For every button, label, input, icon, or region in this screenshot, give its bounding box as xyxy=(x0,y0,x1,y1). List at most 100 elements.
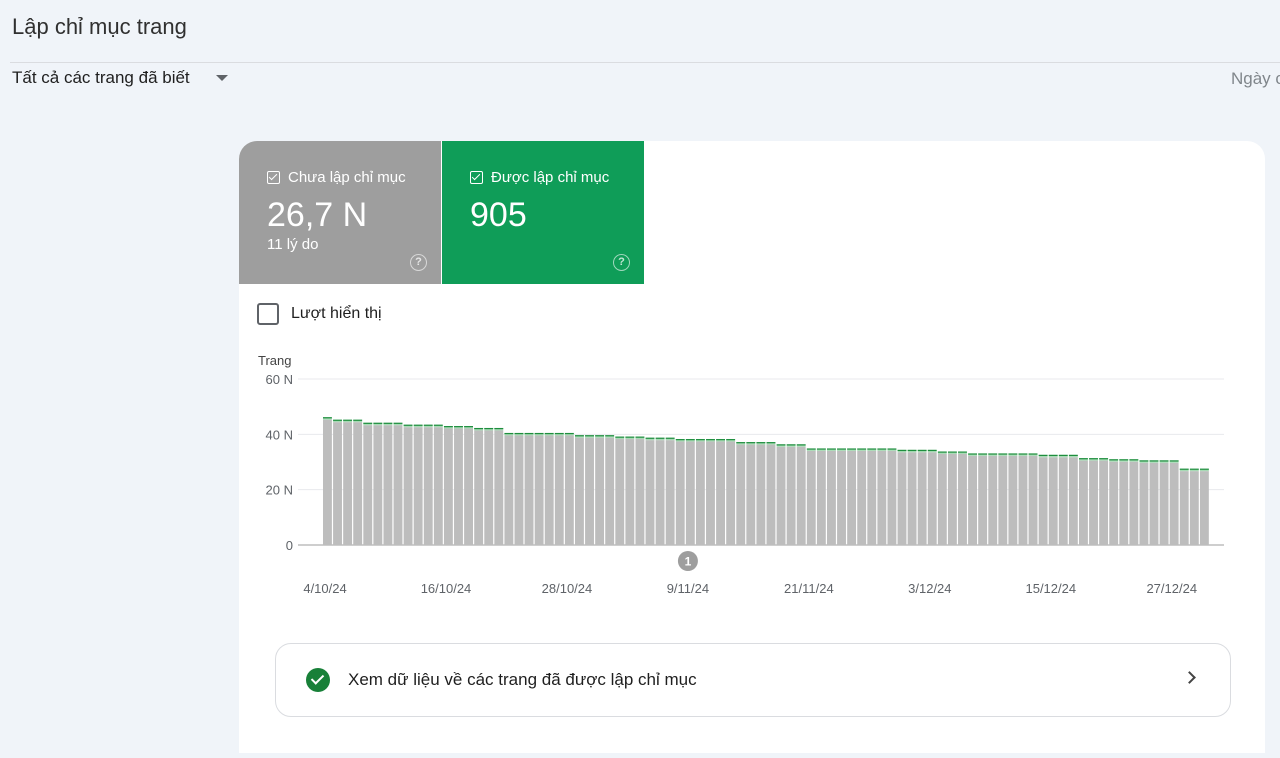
bar-not-indexed[interactable] xyxy=(585,437,594,545)
bar-not-indexed[interactable] xyxy=(1199,471,1209,545)
bar-indexed[interactable] xyxy=(947,451,957,454)
bar-not-indexed[interactable] xyxy=(746,444,756,545)
bar-indexed[interactable] xyxy=(756,442,766,445)
bar-indexed[interactable] xyxy=(937,451,947,454)
bar-indexed[interactable] xyxy=(1179,468,1189,472)
bar-not-indexed[interactable] xyxy=(726,441,736,545)
help-icon[interactable]: ? xyxy=(410,254,427,271)
bar-indexed[interactable] xyxy=(837,448,846,451)
bar-not-indexed[interactable] xyxy=(1129,461,1139,545)
bar-indexed[interactable] xyxy=(1018,453,1028,456)
bar-indexed[interactable] xyxy=(534,432,544,436)
bar-indexed[interactable] xyxy=(1199,468,1209,472)
bar-not-indexed[interactable] xyxy=(897,452,907,545)
bar-not-indexed[interactable] xyxy=(534,435,544,545)
bar-not-indexed[interactable] xyxy=(685,441,695,545)
bar-not-indexed[interactable] xyxy=(786,446,796,545)
bar-indexed[interactable] xyxy=(978,453,988,456)
view-indexed-pages-link[interactable]: Xem dữ liệu về các trang đã được lập chỉ… xyxy=(275,643,1231,717)
bar-indexed[interactable] xyxy=(1089,458,1098,461)
bar-not-indexed[interactable] xyxy=(847,450,857,545)
bar-indexed[interactable] xyxy=(343,419,353,423)
bar-indexed[interactable] xyxy=(474,427,484,431)
bar-not-indexed[interactable] xyxy=(827,450,836,545)
bar-indexed[interactable] xyxy=(423,424,433,428)
bar-indexed[interactable] xyxy=(585,435,594,438)
bar-indexed[interactable] xyxy=(514,432,524,436)
bar-not-indexed[interactable] xyxy=(816,450,826,545)
bar-not-indexed[interactable] xyxy=(1068,457,1078,545)
bar-not-indexed[interactable] xyxy=(766,444,776,545)
bar-indexed[interactable] xyxy=(988,453,998,456)
bar-indexed[interactable] xyxy=(675,439,685,442)
bar-indexed[interactable] xyxy=(1109,459,1119,462)
bar-indexed[interactable] xyxy=(857,448,867,451)
bar-not-indexed[interactable] xyxy=(1058,457,1068,545)
bar-indexed[interactable] xyxy=(847,448,857,451)
bar-indexed[interactable] xyxy=(897,449,907,453)
bar-not-indexed[interactable] xyxy=(1048,457,1058,545)
bar-indexed[interactable] xyxy=(1079,458,1088,461)
bar-indexed[interactable] xyxy=(1129,459,1139,462)
bar-indexed[interactable] xyxy=(746,442,756,445)
bar-indexed[interactable] xyxy=(625,436,635,440)
bar-indexed[interactable] xyxy=(776,444,786,447)
bar-indexed[interactable] xyxy=(484,427,494,431)
bar-indexed[interactable] xyxy=(605,435,615,438)
bar-not-indexed[interactable] xyxy=(1119,461,1129,545)
bar-not-indexed[interactable] xyxy=(706,441,715,545)
bar-indexed[interactable] xyxy=(595,435,605,438)
bar-not-indexed[interactable] xyxy=(544,435,554,545)
bar-indexed[interactable] xyxy=(1008,453,1018,456)
bar-not-indexed[interactable] xyxy=(806,450,816,545)
checkbox-checked-icon[interactable] xyxy=(470,171,483,184)
bar-indexed[interactable] xyxy=(554,432,564,436)
bar-not-indexed[interactable] xyxy=(413,427,423,545)
bar-indexed[interactable] xyxy=(373,422,383,426)
bar-indexed[interactable] xyxy=(1028,453,1038,456)
bar-not-indexed[interactable] xyxy=(998,455,1008,545)
bar-indexed[interactable] xyxy=(353,419,363,423)
bar-not-indexed[interactable] xyxy=(575,437,584,545)
bar-not-indexed[interactable] xyxy=(1099,460,1109,545)
bar-not-indexed[interactable] xyxy=(917,452,927,545)
bar-indexed[interactable] xyxy=(695,439,705,442)
bar-indexed[interactable] xyxy=(877,448,887,451)
bar-not-indexed[interactable] xyxy=(373,425,383,545)
bar-indexed[interactable] xyxy=(564,432,574,436)
bar-indexed[interactable] xyxy=(635,436,645,440)
bar-not-indexed[interactable] xyxy=(1169,462,1179,545)
bar-indexed[interactable] xyxy=(323,417,332,420)
bar-not-indexed[interactable] xyxy=(564,435,574,545)
bar-indexed[interactable] xyxy=(786,444,796,447)
bar-indexed[interactable] xyxy=(806,448,816,451)
bar-indexed[interactable] xyxy=(887,448,897,451)
bar-not-indexed[interactable] xyxy=(978,455,988,545)
bar-indexed[interactable] xyxy=(726,439,736,442)
bar-indexed[interactable] xyxy=(494,427,504,431)
bar-not-indexed[interactable] xyxy=(443,428,453,545)
bar-not-indexed[interactable] xyxy=(716,441,725,545)
bar-indexed[interactable] xyxy=(1149,460,1159,463)
bar-indexed[interactable] xyxy=(333,419,342,423)
bar-not-indexed[interactable] xyxy=(363,425,373,545)
bar-not-indexed[interactable] xyxy=(937,453,947,545)
bar-not-indexed[interactable] xyxy=(958,453,967,545)
bar-indexed[interactable] xyxy=(655,437,665,441)
bar-not-indexed[interactable] xyxy=(333,422,342,545)
bar-not-indexed[interactable] xyxy=(454,428,463,545)
bar-not-indexed[interactable] xyxy=(554,435,564,545)
bar-not-indexed[interactable] xyxy=(645,440,655,545)
bar-not-indexed[interactable] xyxy=(625,439,635,545)
bar-indexed[interactable] xyxy=(796,444,806,447)
bar-not-indexed[interactable] xyxy=(1018,455,1028,545)
bar-not-indexed[interactable] xyxy=(595,437,605,545)
bar-not-indexed[interactable] xyxy=(635,439,645,545)
bar-not-indexed[interactable] xyxy=(1008,455,1018,545)
bar-not-indexed[interactable] xyxy=(695,441,705,545)
bar-not-indexed[interactable] xyxy=(867,450,877,545)
bar-indexed[interactable] xyxy=(685,439,695,442)
checkbox-icon[interactable] xyxy=(257,303,279,325)
bar-indexed[interactable] xyxy=(1189,468,1199,472)
bar-not-indexed[interactable] xyxy=(383,425,393,545)
